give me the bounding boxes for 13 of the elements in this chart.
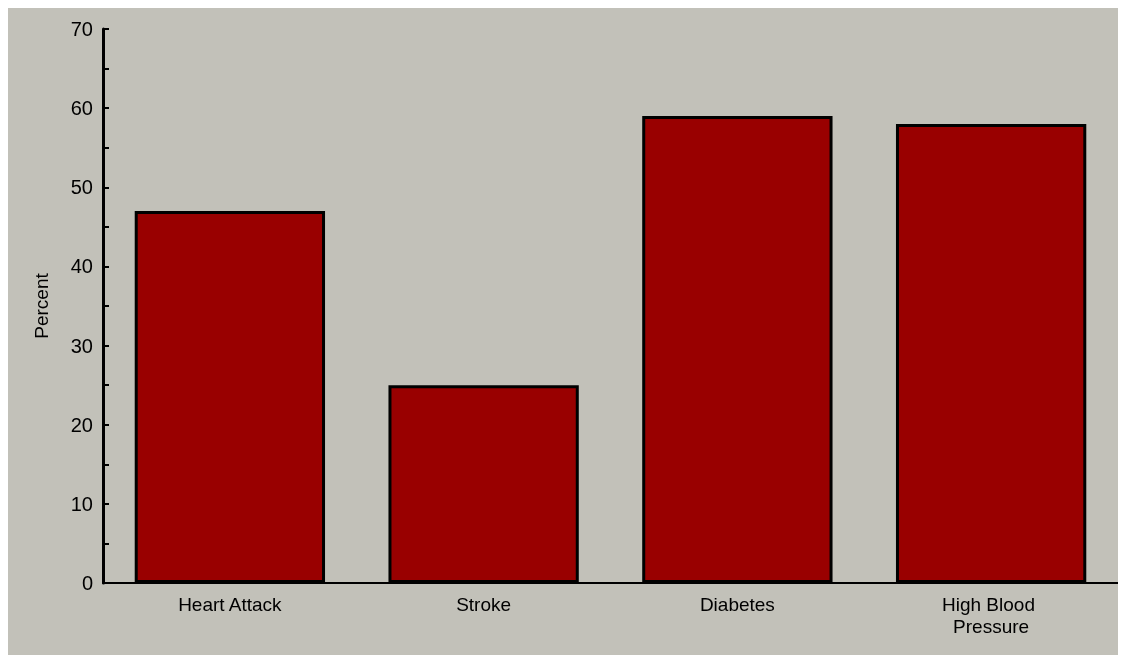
x-tick-label: Stroke — [456, 593, 512, 615]
y-tick-label: 40 — [70, 255, 93, 278]
y-tick-label: 70 — [70, 18, 93, 40]
y-tick-label: 50 — [70, 176, 93, 199]
y-tick-label: 30 — [70, 334, 93, 357]
y-tick-label: 20 — [70, 413, 93, 436]
x-tick-label: Diabetes — [699, 593, 775, 615]
y-axis-title: Percent — [31, 272, 52, 339]
x-tick-label: Heart Attack — [178, 593, 283, 615]
y-tick-label: 0 — [81, 572, 93, 594]
y-tick-label: 60 — [70, 97, 93, 120]
y-tick-label: 10 — [70, 492, 93, 515]
x-tick-label: High Blood Pressure — [942, 593, 1041, 637]
